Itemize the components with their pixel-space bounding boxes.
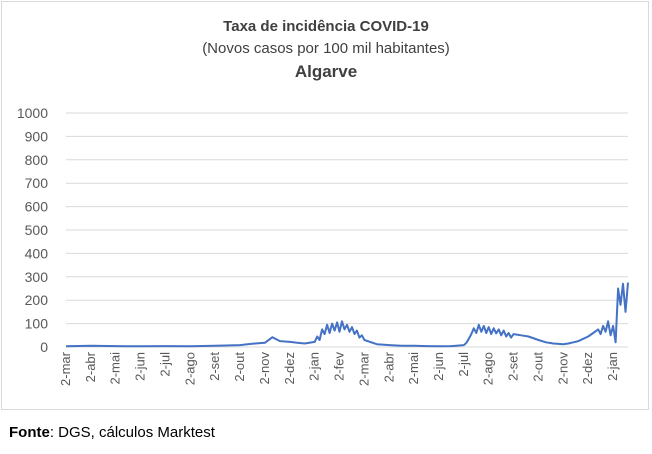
x-axis-ticks: 2-mar 2-abr 2-mai 2-jun 2-jul 2-ago 2-set 2-out… — [58, 351, 620, 386]
y-tick-label: 600 — [25, 199, 49, 215]
y-tick-label: 500 — [25, 222, 49, 238]
chart-subtitle: (Novos casos por 100 mil habitantes) — [202, 40, 450, 57]
x-tick-label: 2-jan — [605, 352, 620, 381]
series-line — [65, 282, 629, 348]
x-tick-label: 2-jun — [133, 352, 148, 381]
x-tick-label: 2-abr — [381, 351, 396, 382]
y-tick-label: 200 — [25, 292, 49, 308]
x-tick-label: 2-ago — [182, 352, 197, 385]
y-tick-label: 100 — [25, 316, 49, 332]
source-label: Fonte — [9, 424, 50, 441]
gridlines — [66, 112, 628, 325]
y-tick-label: 300 — [25, 269, 49, 285]
series-group — [65, 282, 629, 348]
y-tick-label: 0 — [40, 339, 48, 355]
x-tick-label: 2-dez — [580, 352, 595, 385]
y-tick-label: 700 — [25, 175, 49, 191]
chart-frame — [1, 1, 649, 410]
x-tick-label: 2-out — [232, 352, 247, 382]
x-tick-label: 2-mar — [356, 351, 371, 386]
x-tick-label: 2-abr — [83, 351, 98, 382]
x-tick-label: 2-fev — [332, 352, 347, 381]
x-tick-label: 2-mai — [406, 352, 421, 385]
x-tick-label: 2-set — [506, 352, 521, 381]
x-tick-label: 2-ago — [481, 352, 496, 385]
x-tick-label: 2-jul — [456, 352, 471, 377]
y-tick-label: 800 — [25, 152, 49, 168]
chart-title: Taxa de incidência COVID-19 — [223, 18, 429, 35]
x-tick-label: 2-jan — [307, 352, 322, 381]
x-tick-label: 2-jun — [431, 352, 446, 381]
x-tick-label: 2-nov — [555, 352, 570, 385]
x-tick-label: 2-nov — [257, 352, 272, 385]
y-tick-label: 900 — [25, 128, 49, 144]
x-tick-label: 2-mai — [108, 352, 123, 385]
x-tick-label: 2-jul — [157, 352, 172, 377]
y-tick-label: 400 — [25, 245, 49, 261]
x-tick-label: 2-out — [530, 352, 545, 382]
y-tick-label: 1000 — [17, 105, 48, 121]
x-tick-label: 2-mar — [58, 351, 73, 386]
source-text: : DGS, cálculos Marktest — [49, 424, 215, 441]
y-axis-ticks: 0 100 200 300 400 500 600 700 800 900 1000 — [17, 105, 48, 355]
x-tick-label: 2-dez — [282, 352, 297, 385]
chart-region: Algarve — [295, 62, 357, 81]
x-tick-label: 2-set — [207, 352, 222, 381]
source-note: Fonte: DGS, cálculos Marktest — [9, 424, 215, 441]
